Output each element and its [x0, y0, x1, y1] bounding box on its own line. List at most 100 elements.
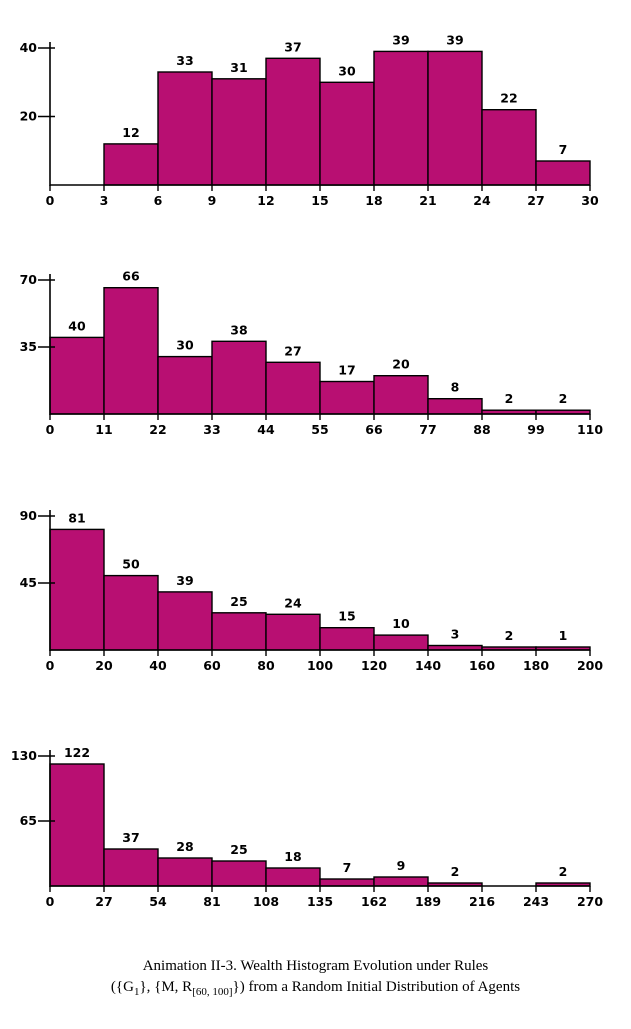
- data-label: 20: [392, 357, 410, 372]
- bar: [103, 574, 159, 651]
- bar: [535, 160, 591, 186]
- data-label: 122: [64, 745, 90, 760]
- data-label: 30: [176, 338, 194, 353]
- x-tick-label: 21: [419, 193, 436, 208]
- data-label: 30: [338, 63, 356, 78]
- data-label: 33: [176, 53, 193, 68]
- bar: [211, 860, 267, 887]
- bar: [319, 380, 375, 415]
- caption-line-2: ({G1}, {M, R[60, 100]}) from a Random In…: [110, 979, 521, 998]
- histogram-3: 45 90 0 20 40 60 80 100 120 140 160 180 200 81 50 39 25 2…: [20, 508, 604, 673]
- x-tick-label: 0: [46, 193, 55, 208]
- x-tick-label: 120: [361, 658, 387, 673]
- data-label: 2: [505, 628, 514, 643]
- bar: [103, 848, 159, 887]
- x-tick-label: 40: [149, 658, 167, 673]
- bar: [265, 867, 321, 887]
- bar: [373, 375, 429, 415]
- x-tick-label: 66: [365, 422, 383, 437]
- data-label: 7: [559, 142, 568, 157]
- caption-line-1: Animation II-3. Wealth Histogram Evoluti…: [142, 958, 489, 974]
- data-label: 3: [451, 627, 460, 642]
- x-tick-label: 44: [257, 422, 275, 437]
- x-tick-label: 180: [523, 658, 549, 673]
- data-label: 9: [397, 858, 406, 873]
- data-label: 10: [392, 616, 410, 631]
- bar: [265, 361, 321, 415]
- data-label: 7: [343, 860, 352, 875]
- x-tick-label: 60: [203, 658, 221, 673]
- bar: [103, 143, 159, 186]
- x-tick-label: 100: [307, 658, 333, 673]
- x-tick-label: 189: [415, 894, 441, 909]
- x-tick-label: 270: [577, 894, 603, 909]
- y-tick-label: 65: [20, 813, 37, 828]
- x-tick-label: 3: [100, 193, 109, 208]
- x-tick-label: 0: [46, 658, 55, 673]
- x-tick-label: 33: [203, 422, 220, 437]
- x-tick-label: 18: [365, 193, 382, 208]
- data-label: 17: [338, 362, 355, 377]
- data-label: 31: [230, 60, 247, 75]
- x-tick-label: 110: [577, 422, 603, 437]
- x-tick-label: 30: [581, 193, 599, 208]
- data-label: 38: [230, 322, 247, 337]
- x-tick-label: 108: [253, 894, 279, 909]
- x-tick-label: 200: [577, 658, 603, 673]
- data-label: 66: [122, 269, 140, 284]
- y-tick-label: 20: [20, 109, 38, 124]
- data-label: 25: [230, 594, 247, 609]
- x-tick-label: 22: [149, 422, 166, 437]
- data-label: 28: [176, 839, 193, 854]
- x-tick-label: 9: [208, 193, 217, 208]
- bar: [211, 78, 267, 186]
- bar: [49, 528, 105, 651]
- data-label: 25: [230, 842, 247, 857]
- data-label: 15: [338, 609, 355, 624]
- data-label: 2: [451, 864, 460, 879]
- data-label: 37: [284, 39, 301, 54]
- y-tick-label: 90: [20, 508, 38, 523]
- data-label: 2: [559, 391, 568, 406]
- x-tick-label: 12: [257, 193, 274, 208]
- data-label: 24: [284, 595, 302, 610]
- x-tick-label: 80: [257, 658, 275, 673]
- x-tick-label: 20: [95, 658, 113, 673]
- bar: [211, 340, 267, 415]
- bar: [103, 287, 159, 415]
- data-label: 12: [122, 125, 139, 140]
- bar: [427, 50, 483, 186]
- x-tick-label: 27: [527, 193, 544, 208]
- y-tick-label: 70: [20, 272, 38, 287]
- bar: [319, 81, 375, 186]
- bar: [265, 57, 321, 186]
- x-tick-label: 15: [311, 193, 328, 208]
- x-tick-label: 27: [95, 894, 112, 909]
- x-tick-label: 55: [311, 422, 328, 437]
- x-tick-label: 54: [149, 894, 167, 909]
- bar: [427, 398, 483, 415]
- x-tick-label: 160: [469, 658, 495, 673]
- bar: [373, 876, 429, 887]
- bar: [157, 71, 213, 186]
- bar: [49, 763, 105, 887]
- bar: [49, 336, 105, 415]
- x-tick-label: 24: [473, 193, 491, 208]
- y-tick-label: 130: [11, 748, 37, 763]
- data-label: 2: [559, 864, 568, 879]
- x-tick-label: 162: [361, 894, 387, 909]
- figure-caption: Animation II-3. Wealth Histogram Evoluti…: [0, 958, 631, 998]
- x-tick-label: 135: [307, 894, 333, 909]
- x-tick-label: 11: [95, 422, 112, 437]
- data-label: 40: [68, 318, 86, 333]
- data-label: 39: [176, 573, 193, 588]
- data-label: 37: [122, 830, 139, 845]
- data-label: 8: [451, 380, 460, 395]
- data-label: 1: [559, 628, 568, 643]
- x-tick-label: 0: [46, 422, 55, 437]
- bar: [157, 355, 213, 415]
- bar: [373, 50, 429, 186]
